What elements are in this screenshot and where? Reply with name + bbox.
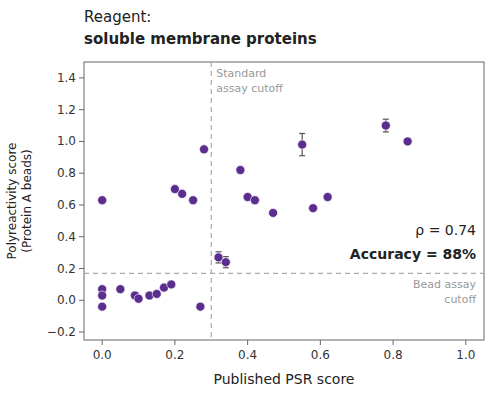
reference-label-line: cutoff [444, 293, 476, 306]
plot-area [98, 119, 412, 311]
point [250, 196, 259, 205]
reference-label: Standard assay cutoff [216, 67, 283, 95]
point [309, 204, 318, 213]
y-tick-label: 0.2 [57, 262, 76, 276]
x-tick [102, 340, 103, 345]
point [221, 258, 230, 267]
y-axis-label-line: Polyreactivity score [5, 143, 19, 260]
x-tick [393, 340, 394, 345]
error-bar-cap [216, 262, 222, 263]
x-tick [247, 340, 248, 345]
point [200, 145, 209, 154]
y-tick [79, 236, 84, 237]
error-bar-cap [383, 131, 389, 132]
point [167, 280, 176, 289]
y-tick [79, 332, 84, 333]
point [152, 289, 161, 298]
error-bar-cap [216, 251, 222, 252]
x-tick-label: 0.0 [93, 348, 112, 362]
error-bar-cap [223, 267, 229, 268]
point [116, 285, 125, 294]
x-axis-label: Published PSR score [214, 371, 355, 387]
point [134, 294, 143, 303]
x-tick-label: 0.2 [165, 348, 184, 362]
subtitle: soluble membrane proteins [84, 30, 317, 48]
annotation: ρ = 0.74 [415, 222, 476, 238]
reference-label-line: assay cutoff [216, 82, 283, 95]
y-tick [79, 77, 84, 78]
point [98, 291, 107, 300]
annotation: Accuracy = 88% [350, 246, 476, 262]
y-tick [79, 268, 84, 269]
y-axis-label-line: (Protein A beads) [20, 149, 34, 253]
reference-label-line: Standard [216, 67, 266, 80]
y-tick [79, 300, 84, 301]
point [189, 196, 198, 205]
point [98, 302, 107, 311]
y-tick-label: 0.0 [57, 293, 76, 307]
error-bar-cap [299, 155, 305, 156]
error-bar-cap [223, 256, 229, 257]
x-tick-label: 0.8 [384, 348, 403, 362]
x-tick-label: 0.4 [238, 348, 257, 362]
y-tick-label: 1.2 [57, 103, 76, 117]
x-tick [174, 340, 175, 345]
y-tick-label: 1.4 [57, 71, 76, 85]
y-tick-label: 0.8 [57, 166, 76, 180]
x-tick-label: 1.0 [456, 348, 475, 362]
reference-label-line: Bead assay [413, 278, 476, 291]
point [196, 302, 205, 311]
title: Reagent: [84, 8, 151, 26]
error-bar-cap [383, 119, 389, 120]
y-tick [79, 173, 84, 174]
x-tick [465, 340, 466, 345]
point [403, 137, 412, 146]
y-tick-label: 0.6 [57, 198, 76, 212]
x-tick [320, 340, 321, 345]
reference-line [211, 62, 212, 340]
error-bar-cap [299, 133, 305, 134]
y-tick-label: −0.2 [47, 325, 76, 339]
y-tick-label: 0.4 [57, 230, 76, 244]
point [323, 193, 332, 202]
point [178, 189, 187, 198]
reference-line [84, 273, 484, 274]
y-axis-label: Polyreactivity score(Protein A beads) [5, 143, 34, 260]
point [269, 208, 278, 217]
y-tick [79, 204, 84, 205]
point [98, 196, 107, 205]
y-tick [79, 141, 84, 142]
reference-label: Bead assay cutoff [413, 278, 476, 306]
point [381, 121, 390, 130]
y-tick-label: 1.0 [57, 134, 76, 148]
point [298, 140, 307, 149]
point [236, 166, 245, 175]
plot-frame [84, 62, 484, 340]
x-tick-label: 0.6 [311, 348, 330, 362]
y-tick [79, 109, 84, 110]
